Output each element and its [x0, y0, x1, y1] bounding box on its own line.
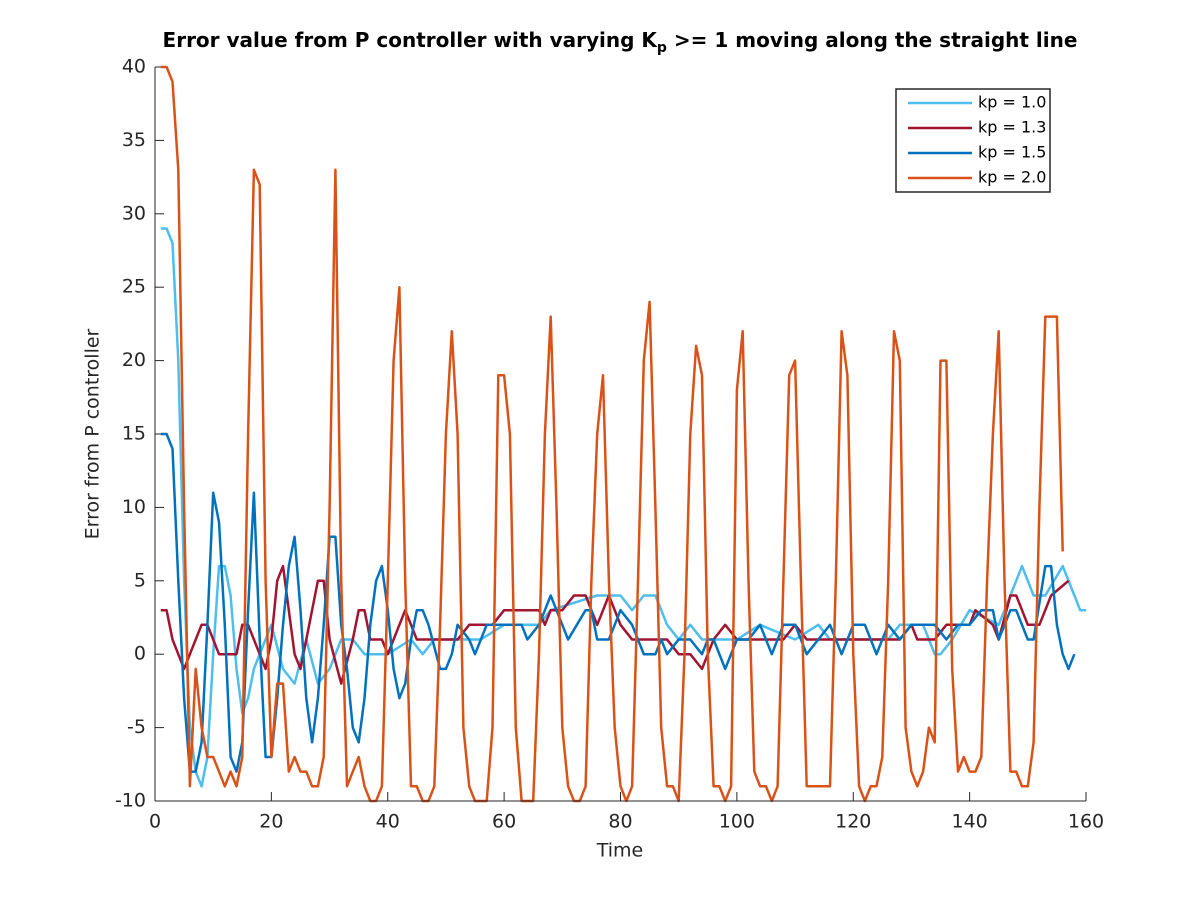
x-tick-label: 100	[719, 811, 755, 833]
data-line	[160, 227, 1086, 788]
x-axis-label: Time	[596, 840, 644, 862]
x-tick-label: 40	[376, 811, 400, 833]
x-tick-label: 140	[951, 811, 987, 833]
x-tick-label: 160	[1068, 811, 1104, 833]
data-line	[160, 65, 1064, 803]
y-tick-label: 40	[122, 56, 146, 78]
title-text: Error value from P controller with varyi…	[163, 28, 659, 52]
x-tick-label: 0	[149, 811, 161, 833]
title-subscript: p	[657, 40, 667, 56]
y-tick-label: 35	[122, 129, 146, 151]
data-line	[160, 432, 1076, 773]
y-tick-label: 10	[122, 496, 146, 518]
y-tick-label: 0	[134, 643, 146, 665]
legend-label: kp = 1.3	[978, 118, 1046, 137]
x-tick-label: 20	[259, 811, 283, 833]
x-tick-label: 120	[835, 811, 871, 833]
y-tick-label: -10	[115, 790, 146, 812]
y-tick-label: 15	[122, 423, 146, 445]
y-tick-label: 20	[122, 349, 146, 371]
y-tick-label: -5	[127, 716, 146, 738]
y-tick-label: 30	[122, 202, 146, 224]
legend-box	[895, 88, 1051, 193]
y-tick-label: 5	[134, 569, 146, 591]
y-axis-label: Error from P controller	[82, 328, 104, 539]
legend-label: kp = 1.5	[978, 143, 1046, 162]
data-line	[160, 564, 1070, 685]
legend-label: kp = 1.0	[978, 93, 1046, 112]
chart-title: Error value from P controller with varyi…	[163, 28, 1078, 57]
y-tick-label: 25	[122, 276, 146, 298]
x-tick-label: 80	[608, 811, 632, 833]
legend: kp = 1.0 kp = 1.3 kp = 1.5 kp = 2.0	[895, 88, 1051, 193]
x-tick-label: 60	[492, 811, 516, 833]
legend-label: kp = 2.0	[978, 168, 1046, 187]
title-text: >= 1 moving along the straight line	[667, 28, 1078, 52]
